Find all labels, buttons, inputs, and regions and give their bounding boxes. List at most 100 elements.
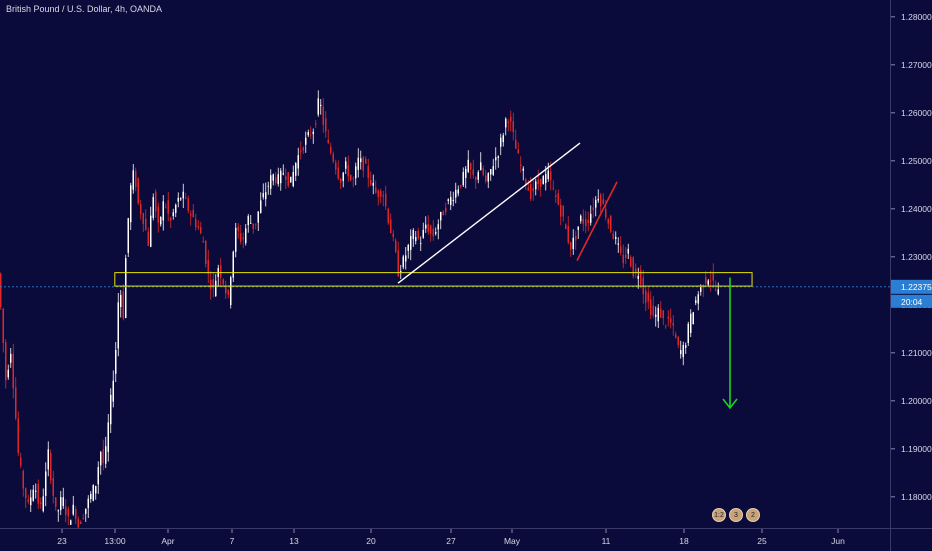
time-scale[interactable]: 23 13:00 Apr 7 13 20 27 May 11 18 25 Jun xyxy=(0,528,890,551)
candle-body xyxy=(432,228,434,237)
candle-body xyxy=(95,485,97,494)
candle-body xyxy=(72,504,74,515)
candle-body xyxy=(597,198,599,201)
candle-body xyxy=(662,310,664,319)
candle-body xyxy=(127,218,129,253)
candle-body xyxy=(380,190,382,197)
candle-body xyxy=(45,471,47,496)
candle-body xyxy=(630,257,632,267)
candle-body xyxy=(50,452,52,481)
event-badge-icon[interactable]: 1:2 xyxy=(712,508,726,522)
candle-body xyxy=(212,279,214,288)
candle-body xyxy=(475,177,477,180)
candle-body xyxy=(157,206,159,223)
candle-body xyxy=(275,177,277,183)
price-scale[interactable]: 1.28000 1.27000 1.26000 1.25000 1.24000 1.230… xyxy=(890,0,932,528)
y-tick-label: 1.28000 xyxy=(901,12,932,22)
candle-body xyxy=(30,497,32,506)
candle-body xyxy=(302,147,304,151)
x-tick-label: Jun xyxy=(831,536,845,546)
candle-body xyxy=(425,224,427,229)
candle-body xyxy=(682,344,684,358)
x-tick-label: 13:00 xyxy=(104,536,126,546)
candle-body xyxy=(332,154,334,162)
candle-body xyxy=(0,273,2,308)
candle-body xyxy=(207,260,209,274)
candle-body xyxy=(697,294,699,304)
x-tick-label: 25 xyxy=(757,536,767,546)
candle-body xyxy=(437,224,439,230)
chart-area[interactable]: British Pound / U.S. Dollar, 4h, OANDA 1… xyxy=(0,0,890,528)
symbol-title[interactable]: British Pound / U.S. Dollar, 4h, OANDA xyxy=(6,4,163,14)
candle-body xyxy=(237,226,239,231)
last-price-label[interactable] xyxy=(891,279,932,294)
candle-body xyxy=(205,240,207,265)
candle-body xyxy=(215,280,217,297)
candle-body xyxy=(110,394,112,425)
candle-body xyxy=(455,189,457,198)
candle-body xyxy=(347,165,349,177)
candle-body xyxy=(487,173,489,182)
candle-body xyxy=(145,218,147,230)
candle-body xyxy=(17,418,19,453)
candle-body xyxy=(257,211,259,223)
candle-body xyxy=(192,209,194,218)
candle-body xyxy=(420,243,422,245)
candle-body xyxy=(20,457,22,466)
y-tick-label: 1.26000 xyxy=(901,108,932,118)
candle-body xyxy=(335,162,337,170)
candle-body xyxy=(412,230,414,240)
candle-body xyxy=(55,497,57,507)
candle-body xyxy=(390,219,392,234)
candle-body xyxy=(100,452,102,466)
candle-body xyxy=(265,192,267,200)
candle-body xyxy=(225,286,227,294)
candle-body xyxy=(715,289,717,291)
y-tick-label: 1.20000 xyxy=(901,396,932,406)
candle-body xyxy=(472,169,474,175)
candle-body xyxy=(607,219,609,224)
candle-body xyxy=(522,168,524,171)
candle-body xyxy=(477,172,479,180)
candle-body xyxy=(315,123,317,125)
event-badge-icon[interactable]: 3 xyxy=(729,508,743,522)
candle-body xyxy=(370,180,372,185)
candle-body xyxy=(180,198,182,200)
candle-body xyxy=(670,318,672,323)
candle-body xyxy=(422,229,424,238)
candle-body xyxy=(537,179,539,185)
event-badge-icon[interactable]: 2 xyxy=(746,508,760,522)
candle-body xyxy=(407,244,409,251)
candle-body xyxy=(555,195,557,198)
candle-body xyxy=(130,185,132,223)
x-tick-label: 23 xyxy=(57,536,67,546)
candle-body xyxy=(7,369,9,378)
candle-body xyxy=(337,167,339,179)
candle-body xyxy=(32,489,34,501)
candle-body xyxy=(447,199,449,201)
candle-body xyxy=(465,168,467,178)
price-chart[interactable] xyxy=(0,0,890,528)
candle-body xyxy=(545,173,547,184)
candle-body xyxy=(500,137,502,147)
candle-body xyxy=(115,349,117,374)
candle-body xyxy=(245,228,247,244)
candle-body xyxy=(637,275,639,279)
candle-body xyxy=(262,193,264,198)
candle-body xyxy=(625,254,627,259)
candle-body xyxy=(440,212,442,221)
candle-body xyxy=(280,170,282,184)
candle-body xyxy=(150,215,152,247)
event-badges[interactable]: 1:2 3 2 xyxy=(712,508,760,522)
candle-body xyxy=(140,204,142,215)
last-price-value: 1.22375 xyxy=(901,282,932,292)
candle-body xyxy=(102,449,104,464)
candle-body xyxy=(382,195,384,197)
candle-body xyxy=(300,150,302,153)
candle-body xyxy=(427,224,429,232)
candle-body xyxy=(330,146,332,154)
x-tick-label: 7 xyxy=(230,536,235,546)
candle-body xyxy=(135,171,137,187)
candle-body xyxy=(210,279,212,290)
candle-body xyxy=(290,176,292,183)
